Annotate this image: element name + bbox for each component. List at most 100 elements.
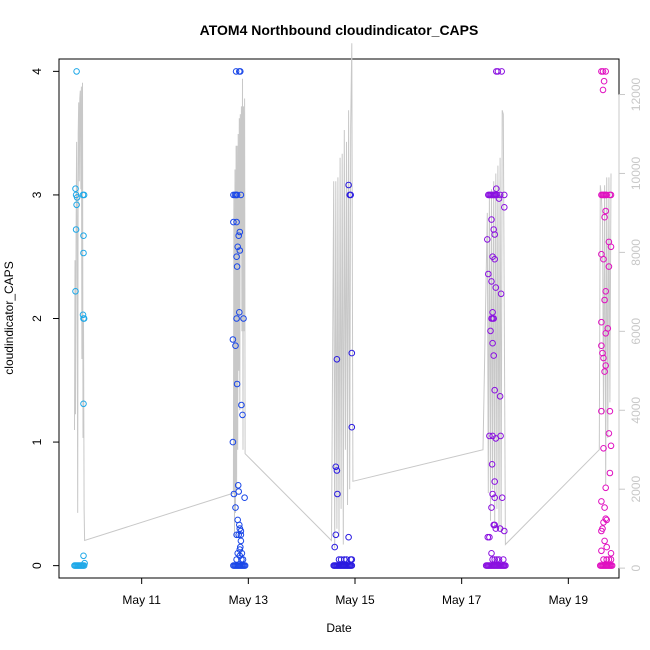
data-point [233, 218, 240, 226]
data-point [72, 226, 80, 233]
data-point [345, 181, 352, 189]
data-point [607, 442, 615, 450]
data-point [607, 550, 615, 557]
data-point [233, 315, 240, 322]
data-point [238, 401, 245, 409]
data-point [488, 461, 496, 468]
data-point [484, 236, 491, 243]
data-point [236, 309, 243, 316]
data-point [601, 296, 608, 304]
data-point [498, 68, 506, 75]
data-point [230, 490, 238, 498]
data-point [347, 191, 355, 199]
data-point [603, 191, 611, 199]
data-point [602, 207, 610, 215]
data-point [602, 362, 610, 369]
data-point [333, 356, 341, 363]
data-point [236, 521, 243, 529]
data-point [488, 504, 495, 511]
data-point [236, 228, 244, 236]
data-point [331, 543, 339, 551]
data-point [348, 423, 356, 431]
x-tick-label: May 19 [549, 593, 589, 607]
data-point [606, 407, 614, 415]
data-point [608, 562, 616, 569]
data-point [600, 255, 607, 263]
y-axis-label: cloudindicator_CAPS [2, 261, 16, 374]
data-point [237, 543, 244, 551]
data-point [496, 393, 504, 400]
x-tick-label: May 15 [335, 593, 375, 607]
data-point [485, 270, 492, 278]
data-point [73, 68, 80, 75]
data-point [237, 537, 245, 545]
data-point [234, 482, 242, 489]
data-point [602, 288, 610, 295]
data-point [241, 562, 249, 569]
y-tick-label: 3 [30, 191, 44, 198]
x-axis-label: Date [326, 621, 352, 635]
y2-tick-label: 0 [629, 564, 643, 571]
data-point [488, 278, 495, 285]
data-point [600, 77, 608, 85]
data-point [80, 562, 88, 569]
data-point [492, 284, 500, 291]
data-point [80, 552, 87, 560]
data-point [486, 432, 493, 440]
data-point [491, 255, 499, 263]
data-point [601, 504, 608, 511]
data-point [80, 315, 88, 322]
data-point [497, 432, 504, 440]
data-point [235, 531, 242, 539]
data-point [489, 339, 496, 347]
data-point [490, 315, 498, 322]
data-point [73, 201, 80, 209]
data-point [602, 330, 610, 337]
data-point [598, 498, 605, 505]
y2-tick-label: 8000 [629, 239, 643, 266]
data-point [600, 354, 607, 362]
data-point [235, 232, 242, 239]
data-point [348, 562, 356, 569]
data-point [492, 525, 500, 532]
data-point [239, 411, 246, 419]
data-point [605, 263, 613, 270]
x-tick-label: May 13 [229, 593, 269, 607]
y-tick-label: 0 [30, 562, 44, 569]
data-point [79, 311, 87, 319]
data-point [237, 68, 244, 75]
y2-tick-label: 6000 [629, 318, 643, 345]
data-point [599, 349, 606, 357]
data-point [607, 191, 615, 199]
data-point [232, 68, 240, 75]
data-point [491, 494, 499, 502]
data-point [232, 342, 239, 350]
data-point [501, 527, 508, 535]
y2-tick-label: 4000 [629, 397, 643, 424]
data-point [332, 463, 340, 471]
data-point [486, 533, 493, 541]
data-point [495, 195, 503, 202]
data-point [348, 349, 356, 357]
y2-tick-label: 12000 [629, 78, 643, 112]
data-point [502, 562, 509, 569]
data-point [491, 478, 499, 485]
data-point [332, 531, 340, 539]
data-point [598, 318, 605, 326]
data-point [80, 191, 88, 199]
data-point [237, 531, 245, 539]
data-point [491, 521, 499, 529]
y-tick-label: 2 [30, 315, 44, 322]
data-point [73, 194, 81, 201]
data-point [489, 309, 496, 316]
data-point [607, 243, 615, 251]
data-point [601, 213, 608, 221]
data-point [229, 438, 237, 446]
data-point [80, 232, 87, 239]
data-point [601, 368, 608, 375]
data-point [345, 533, 352, 541]
secondary-line-layer [74, 43, 612, 549]
data-points-layer [71, 68, 616, 569]
data-point [80, 249, 87, 257]
